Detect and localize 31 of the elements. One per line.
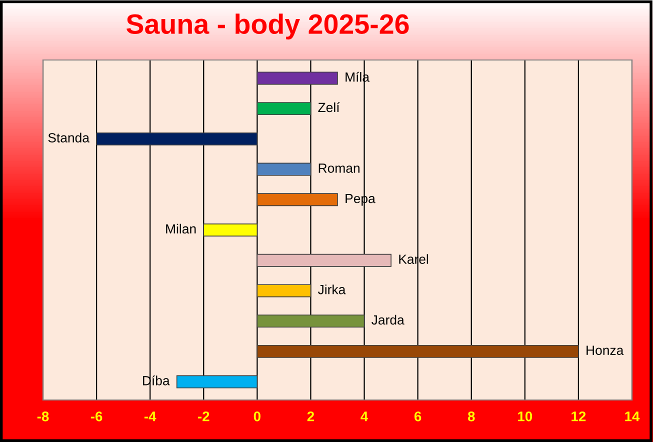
x-tick-label: 2 [307,411,314,422]
y-tick-label: Roman [318,164,360,173]
y-tick-label: Jirka [318,284,346,294]
x-tick-label: 12 [572,411,586,422]
y-tick-label: Honza [586,346,624,355]
x-tick-label: -8 [37,411,49,422]
bar [256,102,312,116]
y-tick-label: Standa [48,132,90,142]
x-tick-label: -2 [198,411,210,422]
bar [256,284,312,298]
bar [203,224,258,236]
bar [256,162,312,176]
x-tick-label: -6 [90,411,102,422]
x-tick-label: 6 [414,411,422,422]
chart-title: Sauna - body 2025-26 [126,14,409,40]
x-tick-label: 10 [518,411,532,422]
bar [256,72,338,85]
y-tick-label: Zelí [318,102,340,112]
bar [176,375,258,388]
x-tick-label: 4 [360,412,368,422]
x-tick-label: 0 [254,411,260,422]
bar [256,193,338,206]
bar [96,132,258,146]
y-tick-label: Milan [166,224,196,234]
bar [256,254,392,267]
x-tick-label: -4 [144,412,156,422]
y-tick-label: Jarda [372,314,404,325]
x-tick-label: 8 [468,411,475,422]
bar [256,314,365,328]
bar [256,344,579,358]
x-tick-label: 14 [625,412,640,422]
